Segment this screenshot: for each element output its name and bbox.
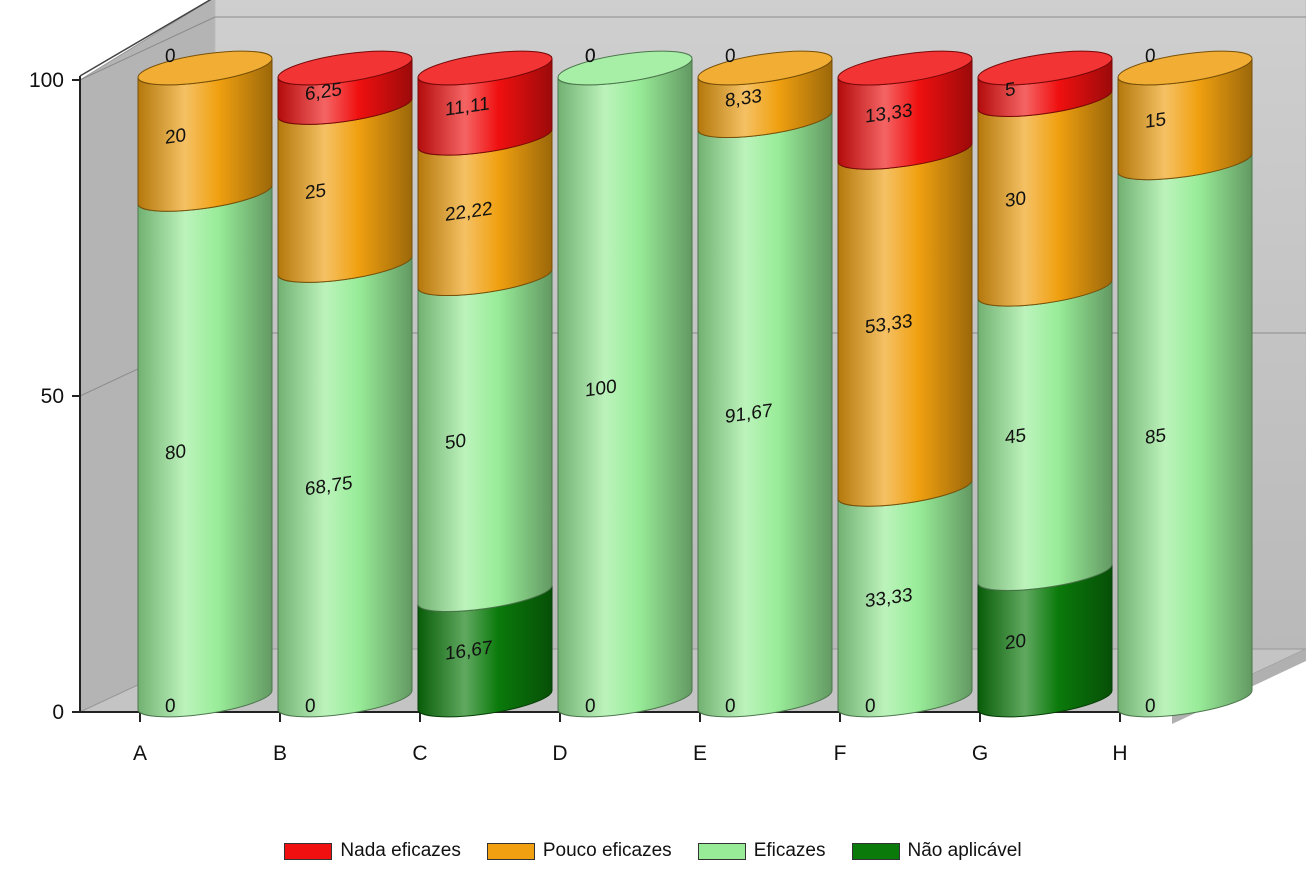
y-tick-label-1: 50 [41,385,64,408]
bar-cap-F [837,50,973,86]
data-label-A-n-o-aplic-vel: 0 [165,695,176,717]
gridline-left-2 [79,16,216,81]
data-label-B-nada-eficazes: 6,25 [305,79,342,105]
data-label-E-pouco-eficazes: 8,33 [725,86,762,112]
data-label-E-n-o-aplic-vel: 0 [725,695,736,717]
legend-swatch-eficazes [697,842,746,860]
bar-cap-E [697,50,833,86]
x-tick-label-4: E [693,742,707,765]
data-label-D-eficazes: 100 [585,376,617,401]
bar-G-pouco-eficazes [977,90,1113,307]
legend-label-nada-eficazes: Nada eficazes [340,840,461,861]
data-label-D-n-o-aplic-vel: 0 [585,695,596,717]
data-label-G-n-o-aplic-vel: 20 [1005,631,1026,655]
data-label-E-nada-eficazes: 0 [725,45,736,67]
data-label-H-n-o-aplic-vel: 0 [1145,695,1156,717]
legend-swatch-nao-aplicavel [851,842,900,860]
legend-swatch-nada-eficazes [284,842,333,860]
data-label-B-n-o-aplic-vel: 0 [305,695,316,717]
bar-cap-B [277,50,413,86]
legend-label-pouco-eficazes: Pouco eficazes [542,840,672,861]
data-label-A-eficazes: 80 [165,441,186,465]
bar-G-eficazes [977,279,1113,591]
bar-cap-H [1117,50,1253,86]
data-label-G-eficazes: 45 [1005,425,1026,449]
data-label-G-pouco-eficazes: 30 [1005,188,1026,212]
x-tick-label-6: G [972,742,988,765]
data-label-C-eficazes: 50 [445,430,466,454]
bar-cap-G [977,50,1113,86]
y-axis-top-edge [79,0,212,77]
legend-item-nao-aplicavel: Não aplicável [851,840,1022,862]
x-tick-label-5: F [834,742,847,765]
data-label-B-pouco-eficazes: 25 [305,180,326,204]
legend-label-nao-aplicavel: Não aplicável [907,840,1022,861]
legend-item-pouco-eficazes: Pouco eficazes [486,840,672,862]
legend-item-eficazes: Eficazes [697,840,826,862]
x-tick-label-1: B [273,742,287,765]
bar-H-eficazes [1117,153,1253,718]
x-tick-label-0: A [133,742,147,765]
bar-cap-C [417,50,553,86]
bar-cap-A [137,50,273,86]
bar-B-pouco-eficazes [277,98,413,283]
data-label-D-pouco-eficazes: 0 [585,45,596,67]
y-tick-label-0: 0 [52,701,64,724]
x-tick-label-2: C [412,742,427,765]
data-label-H-eficazes: 85 [1145,425,1166,449]
legend-item-nada-eficazes: Nada eficazes [284,840,461,862]
data-label-H-pouco-eficazes: 15 [1145,109,1166,133]
y-tick-label-2: 100 [29,69,64,92]
floor-edge [80,649,1306,724]
legend-swatch-pouco-eficazes [486,842,535,860]
bar-cap-D [557,50,693,86]
data-label-A-pouco-eficazes: 20 [165,125,186,149]
bar-D-eficazes [557,58,693,718]
bar-A-eficazes [137,184,273,718]
data-label-F-n-o-aplic-vel: 0 [865,695,876,717]
data-label-A-nada-eficazes: 0 [165,45,176,67]
data-label-H-nada-eficazes: 0 [1145,45,1156,67]
data-label-D-nada-eficazes: 0 [585,45,596,67]
legend-label-eficazes: Eficazes [753,840,826,861]
x-tick-label-3: D [552,742,567,765]
data-label-G-nada-eficazes: 5 [1005,79,1016,101]
x-tick-label-7: H [1112,742,1127,765]
chart-legend: Nada eficazes Pouco eficazes Eficazes Nã… [0,838,1306,864]
bar-C-eficazes [417,269,553,613]
